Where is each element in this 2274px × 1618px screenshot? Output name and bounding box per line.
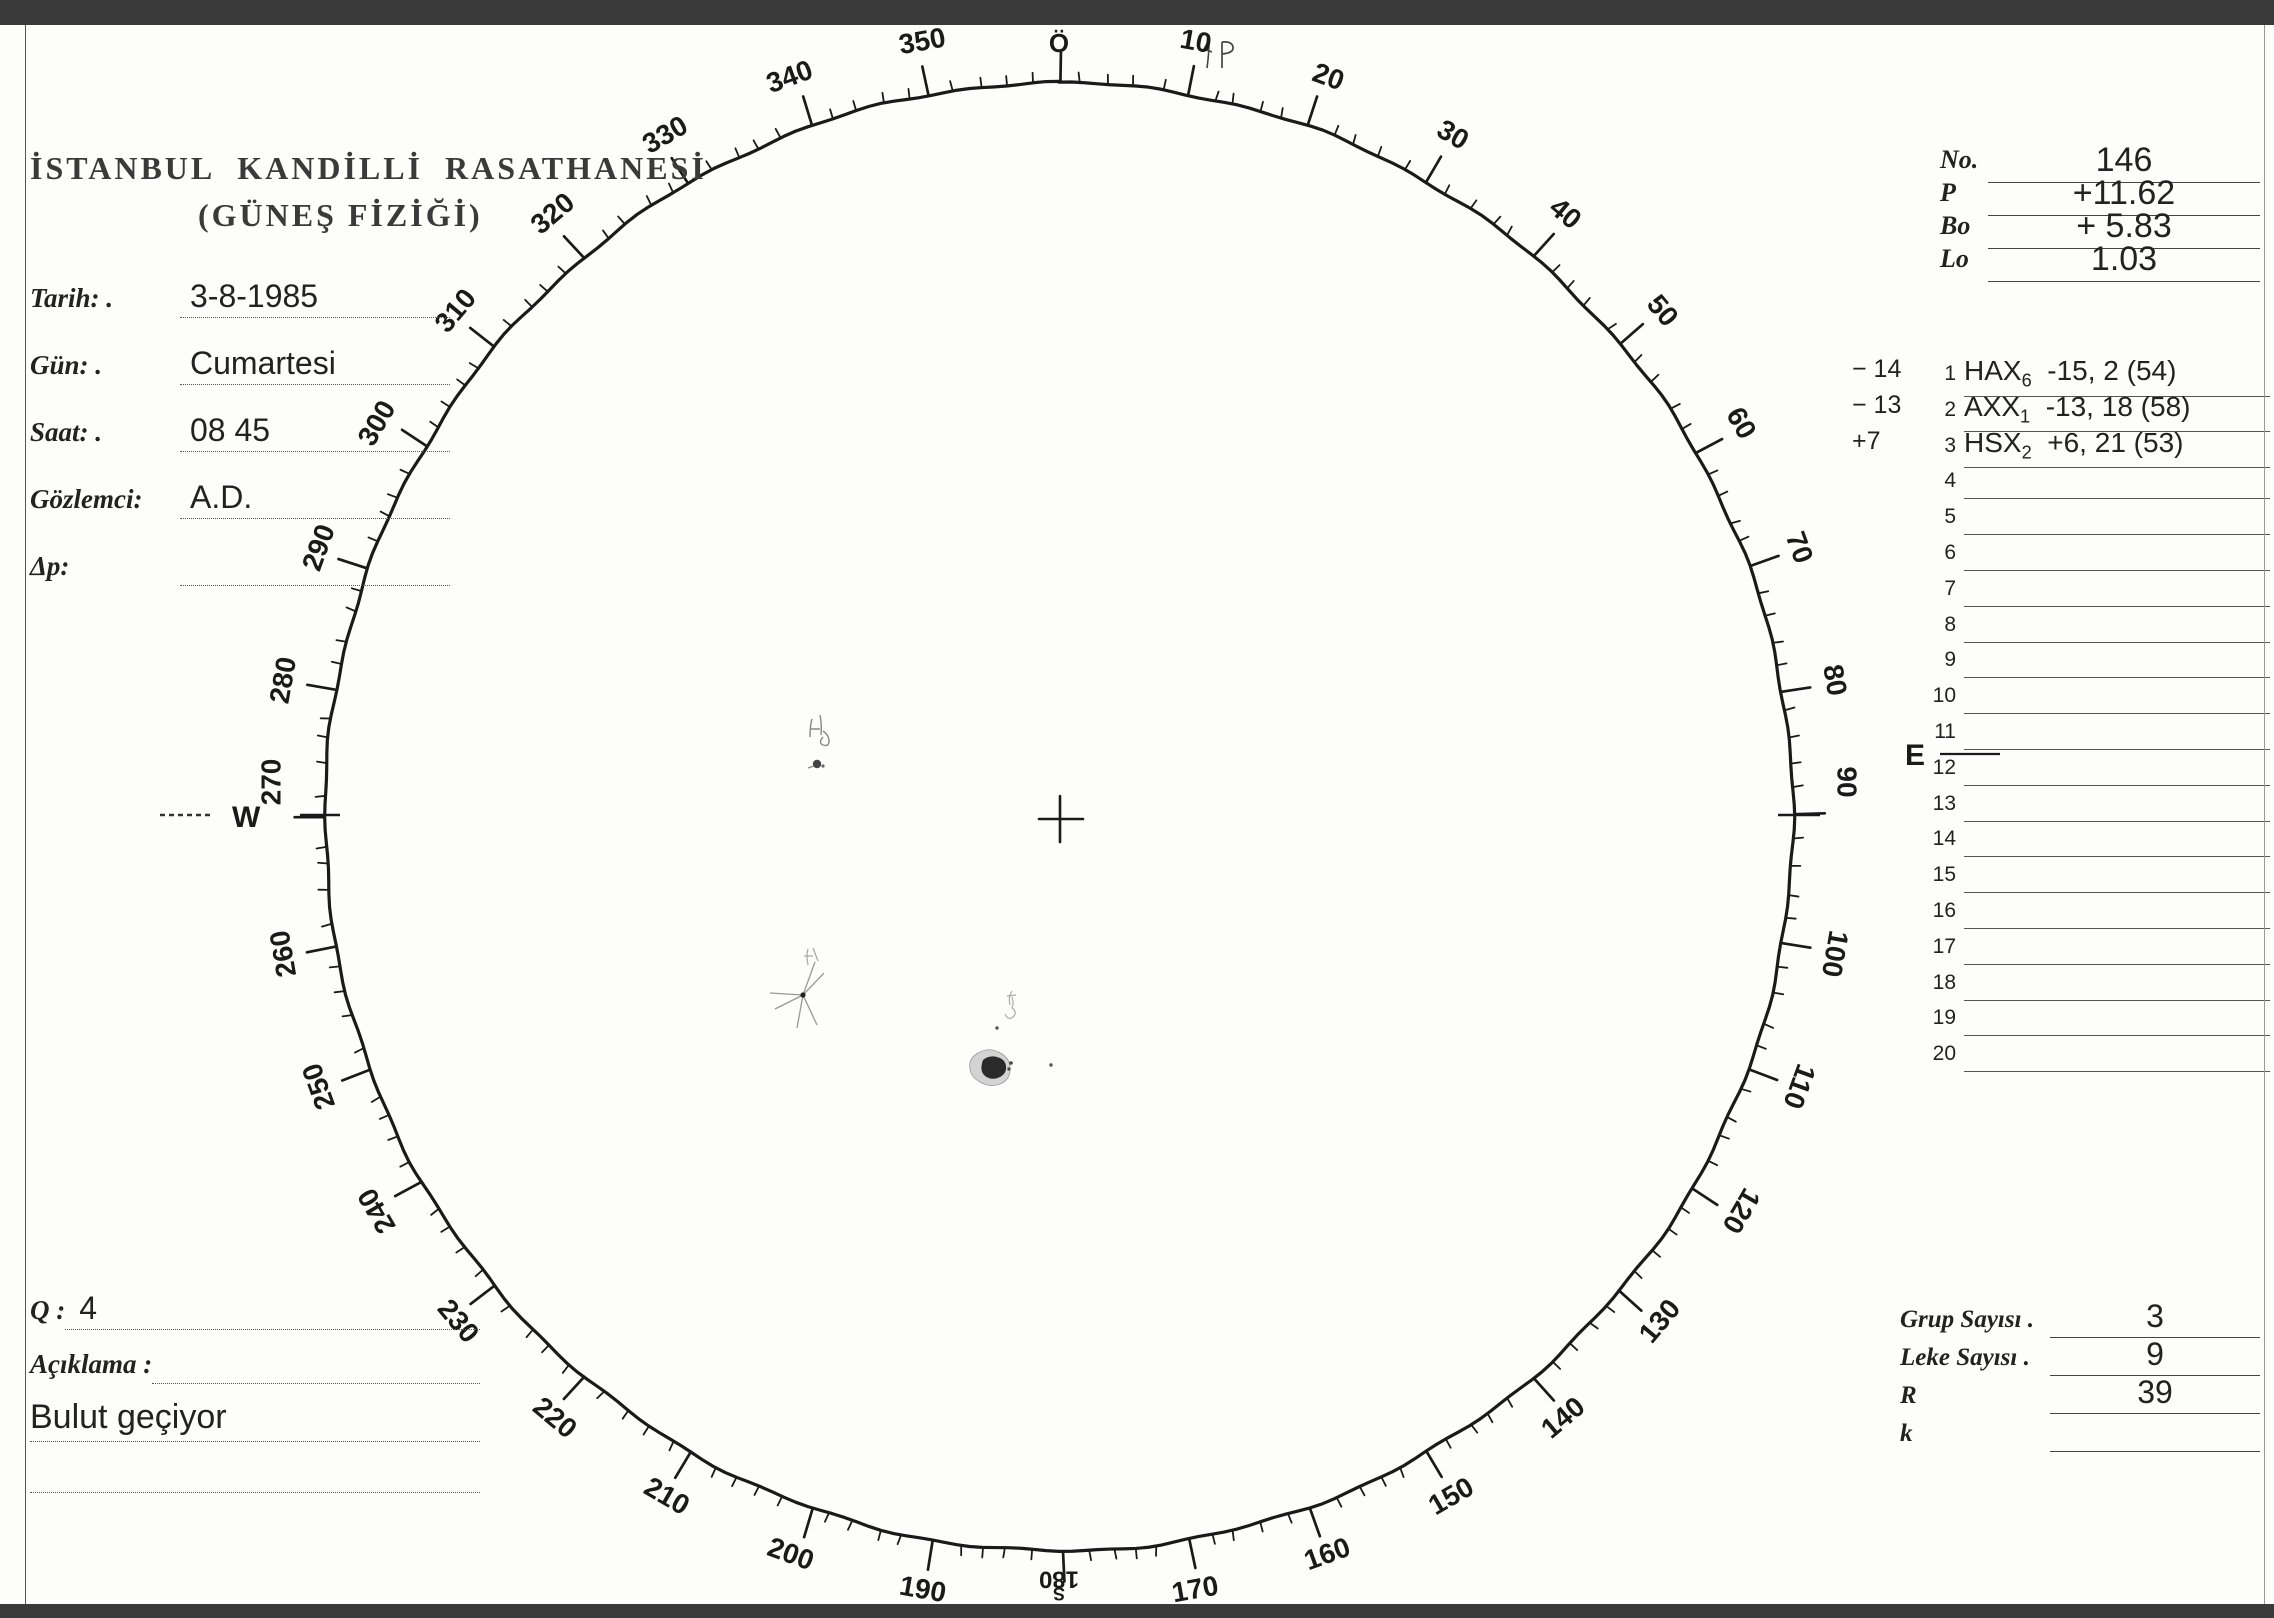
- svg-text:Ö: Ö: [1049, 28, 1069, 58]
- svg-text:20: 20: [1309, 57, 1349, 97]
- svg-text:110: 110: [1777, 1060, 1822, 1113]
- svg-text:140: 140: [1535, 1391, 1591, 1445]
- svg-text:80: 80: [1817, 662, 1853, 698]
- svg-text:E: E: [1905, 739, 1925, 772]
- svg-text:160: 160: [1300, 1531, 1355, 1576]
- svg-text:280: 280: [264, 654, 303, 705]
- svg-text:100: 100: [1816, 928, 1855, 979]
- svg-text:90: 90: [1832, 766, 1863, 797]
- svg-text:50: 50: [1641, 289, 1685, 333]
- svg-text:170: 170: [1169, 1570, 1220, 1609]
- svg-text:220: 220: [527, 1391, 583, 1445]
- svg-text:260: 260: [264, 928, 303, 979]
- svg-text:340: 340: [762, 54, 817, 99]
- svg-text:150: 150: [1423, 1471, 1479, 1521]
- svg-text:200: 200: [764, 1531, 819, 1576]
- svg-text:30: 30: [1432, 113, 1474, 155]
- svg-text:70: 70: [1780, 528, 1820, 568]
- svg-text:350: 350: [896, 22, 947, 61]
- svg-text:190: 190: [897, 1570, 948, 1609]
- svg-text:130: 130: [1633, 1293, 1687, 1349]
- svg-text:270: 270: [255, 759, 286, 806]
- svg-text:S: S: [1053, 1583, 1065, 1603]
- svg-text:10: 10: [1178, 23, 1214, 59]
- svg-text:120: 120: [1716, 1183, 1766, 1239]
- svg-text:250: 250: [296, 1059, 341, 1114]
- svg-text:240: 240: [351, 1183, 401, 1239]
- svg-text:210: 210: [639, 1471, 695, 1521]
- svg-text:40: 40: [1544, 191, 1588, 235]
- svg-text:60: 60: [1720, 402, 1762, 444]
